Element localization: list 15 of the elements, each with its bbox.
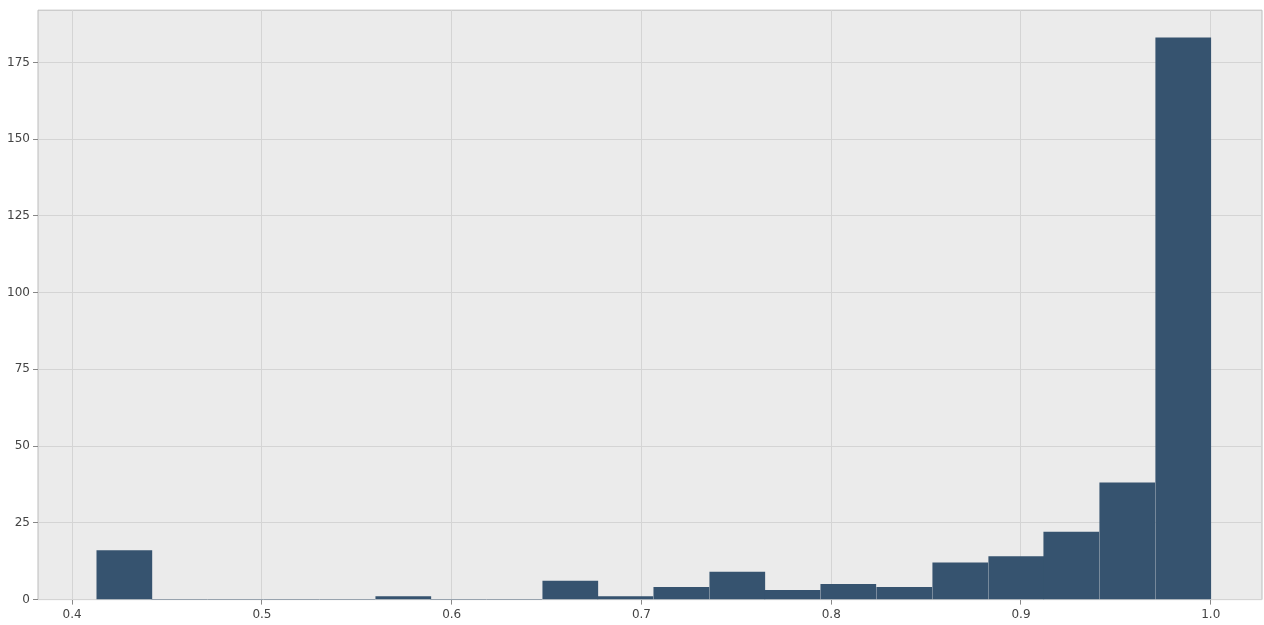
y-tick-label: 125 [7, 208, 30, 222]
y-tick-label: 0 [22, 591, 30, 606]
y-tick-label: 100 [7, 284, 30, 299]
y-tick-label: 150 [7, 131, 30, 146]
y-tick-label: 175 [7, 54, 30, 69]
x-tick-label: 0.5 [252, 606, 272, 621]
y-tick-label: 25 [14, 514, 30, 529]
x-tick-label: 0.8 [821, 606, 841, 621]
y-tick-label: 75 [14, 361, 30, 376]
x-tick-label: 0.6 [442, 606, 462, 621]
y-tick-label: 50 [14, 438, 30, 453]
x-tick-label: 0.4 [62, 606, 82, 621]
x-tick-label: 0.9 [1011, 606, 1031, 621]
x-tick-label: 1.0 [1201, 606, 1221, 621]
x-tick-label: 0.7 [631, 606, 652, 621]
